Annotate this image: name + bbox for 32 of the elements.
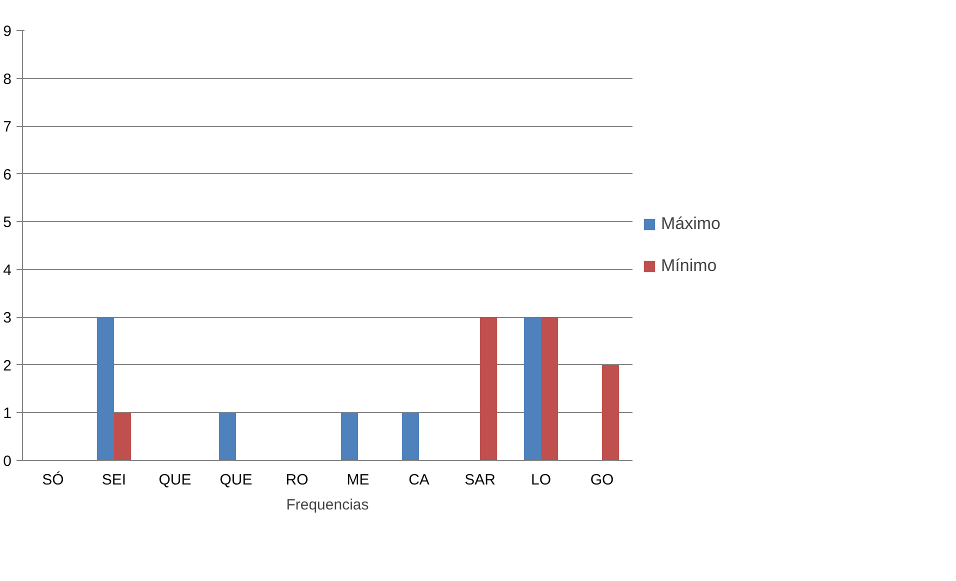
y-tick-label: 2 [3, 357, 12, 374]
legend-label: Mínimo [661, 256, 717, 276]
x-tick-label: QUE [220, 472, 252, 488]
y-tick-label: 0 [3, 453, 12, 470]
x-tick-label: SAR [464, 472, 496, 488]
bar [402, 412, 419, 460]
bar [340, 412, 358, 460]
x-tick-label: GO [590, 472, 614, 488]
y-tick-label: 5 [3, 214, 12, 232]
bar [96, 317, 114, 460]
x-axis-title: Frequencias [286, 496, 369, 514]
bar [541, 317, 558, 460]
x-tick-label: CA [408, 472, 430, 488]
bar [114, 412, 132, 460]
y-tick-label: 8 [3, 70, 12, 88]
bar [524, 317, 541, 460]
x-tick-label: QUE [158, 472, 192, 488]
y-tick-label: 1 [3, 405, 12, 422]
bar [602, 364, 620, 460]
x-tick-label: ME [346, 472, 370, 488]
x-tick-label: SÓ [42, 470, 64, 488]
bar [480, 317, 498, 460]
y-tick-label: 6 [3, 166, 12, 184]
y-tick-label: 7 [3, 118, 12, 136]
y-tick-label: 4 [3, 262, 12, 279]
x-tick-label: SEI [102, 472, 126, 488]
legend-label: Máximo [661, 214, 721, 234]
y-tick-label: 3 [3, 310, 12, 327]
y-tick-label: 9 [3, 23, 12, 40]
bar [218, 412, 236, 460]
x-tick-label: RO [286, 472, 308, 488]
x-tick-label: LO [530, 472, 552, 488]
